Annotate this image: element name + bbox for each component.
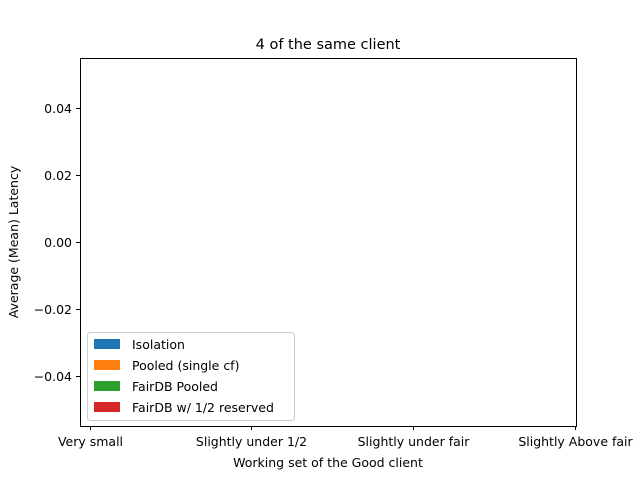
x-tick-label: Very small: [58, 434, 123, 449]
legend-swatch: [94, 360, 120, 370]
legend-label: Pooled (single cf): [132, 358, 239, 373]
legend-frame: [87, 332, 295, 421]
x-tick-label: Slightly under 1/2: [196, 434, 307, 449]
y-tick-label: −0.02: [34, 302, 72, 317]
y-tick-label: 0.02: [44, 168, 72, 183]
legend-label: FairDB Pooled: [132, 379, 218, 394]
y-tick-label: −0.04: [34, 369, 72, 384]
legend-swatch: [94, 402, 120, 412]
y-axis: −0.04 −0.02 0.00 0.02 0.04: [34, 101, 80, 384]
y-tick-label: 0.04: [44, 101, 72, 116]
legend: Isolation Pooled (single cf) FairDB Pooled…: [87, 332, 295, 421]
x-tick-label: Slightly Above fair: [518, 434, 633, 449]
y-axis-label: Average (Mean) Latency: [6, 165, 21, 318]
x-axis: Very small Slightly under 1/2 Slightly und…: [58, 426, 634, 449]
x-axis-label: Working set of the Good client: [233, 455, 423, 470]
legend-swatch: [94, 381, 120, 391]
plot-frame: [80, 58, 577, 427]
chart-title: 4 of the same client: [256, 37, 401, 53]
legend-label: FairDB w/ 1/2 reserved: [132, 400, 274, 415]
x-tick-label: Slightly under fair: [358, 434, 471, 449]
y-tick-label: 0.00: [44, 235, 72, 250]
legend-swatch: [94, 339, 120, 349]
legend-label: Isolation: [132, 337, 185, 352]
